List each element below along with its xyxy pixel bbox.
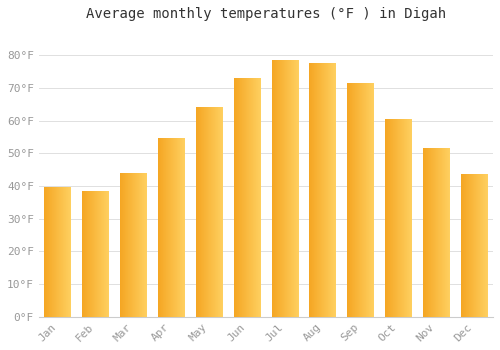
Title: Average monthly temperatures (°F ) in Digah: Average monthly temperatures (°F ) in Di… (86, 7, 446, 21)
